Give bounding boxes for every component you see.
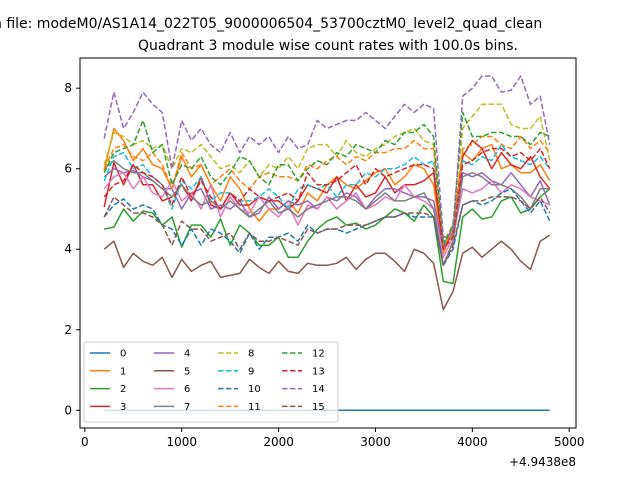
x-axis: 0 1000 2000 3000 4000 5000 (81, 428, 584, 449)
series-layer (103, 75, 551, 412)
legend-label-15: 15 (312, 402, 325, 413)
x-tick-label: 5000 (554, 435, 585, 449)
y-tick-label: 0 (64, 403, 72, 417)
legend-label-9: 9 (248, 366, 254, 377)
series-line-1 (103, 127, 551, 255)
legend-label-14: 14 (312, 384, 325, 395)
plot-area: 0 1000 2000 3000 4000 5000 0 2 4 6 8 (64, 57, 584, 449)
series-line-2 (104, 188, 551, 285)
x-tick-label: 2000 (263, 435, 294, 449)
series-line-11 (103, 135, 551, 246)
series-line-8 (103, 103, 551, 242)
y-tick-label: 8 (64, 81, 72, 95)
legend-label-3: 3 (120, 402, 126, 413)
x-offset-label: +4.9438e8 (509, 455, 576, 469)
figure-suptitle: n file: modeM0/AS1A14_022T05_9000006504_… (0, 16, 542, 32)
series-line-13 (103, 147, 551, 250)
y-tick-label: 6 (64, 162, 72, 176)
legend-label-4: 4 (184, 349, 190, 360)
x-tick-label: 0 (81, 435, 89, 449)
x-tick-label: 4000 (457, 435, 488, 449)
x-tick-label: 1000 (166, 435, 197, 449)
legend-label-10: 10 (248, 384, 261, 395)
y-tick-label: 4 (64, 242, 72, 256)
legend-frame (83, 341, 339, 423)
legend-label-12: 12 (312, 349, 325, 360)
axes-frame (79, 57, 577, 429)
legend-label-6: 6 (184, 384, 190, 395)
series-line-5 (103, 234, 551, 311)
series-line-9 (103, 143, 551, 242)
x-tick-label: 3000 (360, 435, 391, 449)
y-tick-label: 2 (64, 323, 72, 337)
legend-label-1: 1 (120, 366, 126, 377)
legend-label-7: 7 (184, 402, 190, 413)
chart-title: Quadrant 3 module wise count rates with … (138, 38, 518, 54)
series-line-14 (103, 75, 551, 238)
legend-label-13: 13 (312, 366, 325, 377)
legend-label-5: 5 (184, 366, 190, 377)
y-axis: 0 2 4 6 8 (64, 81, 80, 417)
legend-label-11: 11 (248, 402, 261, 413)
legend-label-0: 0 (120, 349, 126, 360)
legend-label-2: 2 (120, 384, 126, 395)
series-line-6 (103, 171, 551, 259)
legend-label-8: 8 (248, 349, 254, 360)
series-line-12 (103, 111, 551, 246)
series-line-7 (103, 159, 550, 267)
series-line-15 (103, 196, 551, 267)
